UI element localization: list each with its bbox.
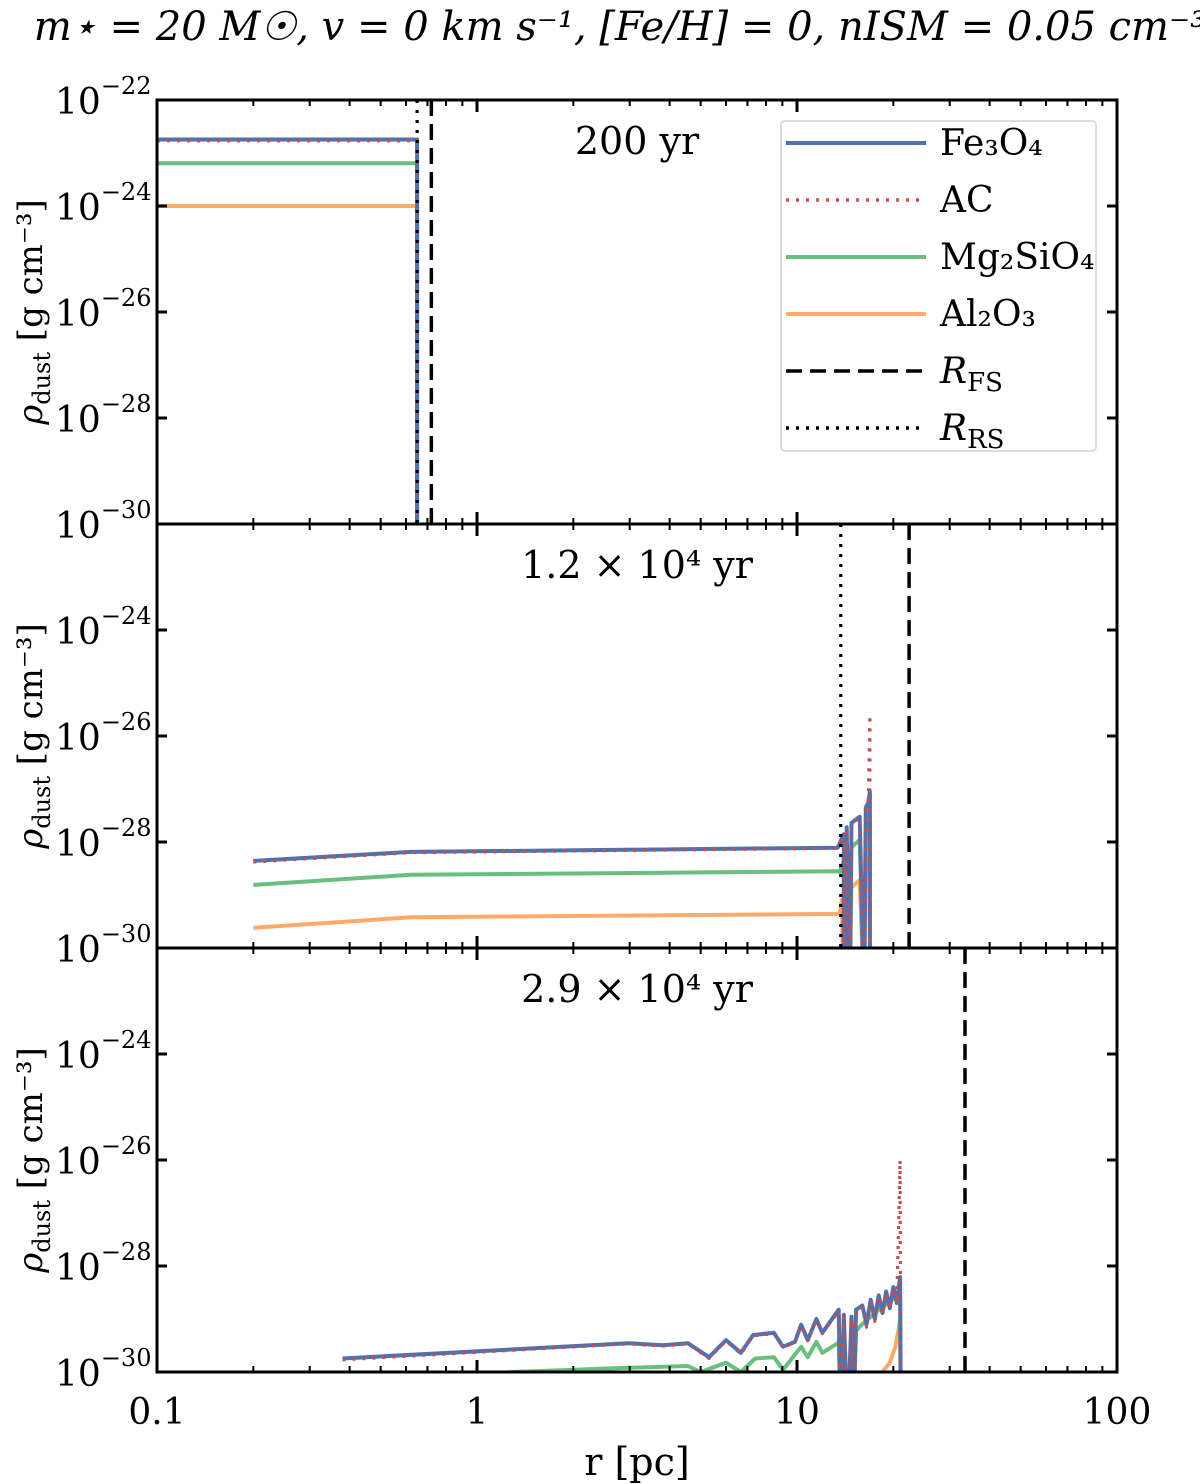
legend-box	[780, 120, 1097, 452]
panel-frame	[155, 946, 1119, 1374]
y-label-unit: [g cm⁻³]	[11, 1047, 51, 1200]
y-tick-label: 10−28	[55, 390, 151, 441]
tick-base: 10	[55, 718, 101, 759]
y-tick-label: 10−30	[55, 496, 151, 547]
tick-base: 10	[55, 930, 101, 971]
tick-base: 10	[55, 612, 101, 653]
legend-label-main: R	[939, 408, 967, 449]
legend-label: RFS	[939, 351, 1003, 398]
legend-label-main: R	[939, 351, 967, 392]
tick-exponent: −28	[101, 390, 152, 418]
legend-label-sub: FS	[967, 368, 1003, 398]
tick-exponent: −24	[101, 602, 152, 630]
tick-base: 10	[55, 188, 101, 229]
tick-base: 10	[55, 1142, 101, 1183]
x-axis-label: r [pc]	[584, 1440, 690, 1484]
legend-label: RRS	[939, 408, 1005, 455]
legend-label: Mg₂SiO₄	[940, 237, 1094, 278]
tick-base: 10	[55, 1036, 101, 1077]
x-tick-label: 1	[466, 1392, 489, 1433]
series-line-AC	[342, 1158, 903, 1372]
tick-exponent: −28	[101, 1238, 152, 1266]
tick-exponent: −26	[101, 708, 152, 736]
y-label-symbol: ρ	[11, 405, 51, 426]
panel-time-label: 200 yr	[575, 119, 700, 163]
y-label-sub: dust	[28, 352, 56, 405]
y-tick-label: 10−22	[55, 72, 151, 123]
series-line-Fe₃O₄	[342, 1275, 903, 1372]
legend-label-sub: RS	[967, 425, 1004, 455]
y-tick-label: 10−30	[55, 1344, 151, 1395]
tick-base: 10	[55, 824, 101, 865]
y-axis-label: ρdust [g cm⁻³]	[11, 623, 56, 850]
tick-exponent: −24	[101, 178, 152, 206]
y-tick-label: 10−26	[55, 284, 151, 335]
tick-base: 10	[55, 1248, 101, 1289]
tick-base: 10	[55, 506, 101, 547]
y-label-sub: dust	[28, 776, 56, 829]
tick-exponent: −30	[101, 496, 152, 524]
x-tick-label: 100	[1083, 1392, 1152, 1433]
legend-label: Al₂O₃	[939, 294, 1036, 335]
y-tick-label: 10−30	[55, 920, 151, 971]
y-label-sub: dust	[28, 1200, 56, 1253]
y-axis-label: ρdust [g cm⁻³]	[11, 1047, 56, 1274]
x-tick-label: 10	[774, 1392, 820, 1433]
y-tick-label: 10−24	[55, 1026, 151, 1077]
tick-exponent: −22	[101, 72, 152, 100]
y-tick-label: 10−28	[55, 1238, 151, 1289]
y-tick-label: 10−24	[55, 602, 151, 653]
y-axis-label: ρdust [g cm⁻³]	[11, 199, 56, 426]
y-tick-label: 10−26	[55, 708, 151, 759]
chart-title: m⋆ = 20 M☉, v = 0 km s⁻¹, [Fe/H] = 0, nI…	[34, 4, 1200, 50]
panel-time-label: 2.9 × 10⁴ yr	[521, 967, 754, 1011]
series-line-Mg₂SiO₄	[157, 161, 420, 524]
tick-base: 10	[55, 82, 101, 123]
y-tick-label: 10−28	[55, 814, 151, 865]
plot-area	[342, 948, 967, 1372]
legend-label: Fe₃O₄	[940, 123, 1043, 164]
y-tick-label: 10−26	[55, 1132, 151, 1183]
y-tick-label: 10−24	[55, 178, 151, 229]
legend-label: AC	[939, 180, 994, 221]
tick-exponent: −26	[101, 1132, 152, 1160]
y-label-unit: [g cm⁻³]	[11, 623, 51, 776]
tick-exponent: −30	[101, 1344, 152, 1372]
tick-exponent: −30	[101, 920, 152, 948]
tick-base: 10	[55, 400, 101, 441]
plot-area	[253, 524, 911, 948]
series-line-Al₂O₃	[157, 204, 420, 524]
x-tick-label: 0.1	[128, 1392, 185, 1433]
tick-base: 10	[55, 1354, 101, 1395]
series-line-Fe₃O₄	[253, 789, 872, 948]
series-line-Al₂O₃	[253, 855, 872, 948]
tick-exponent: −24	[101, 1026, 152, 1054]
panel-time-label: 1.2 × 10⁴ yr	[521, 543, 754, 587]
panel-frame	[155, 522, 1119, 950]
tick-exponent: −26	[101, 284, 152, 312]
tick-base: 10	[55, 294, 101, 335]
tick-exponent: −28	[101, 814, 152, 842]
plot-area	[157, 100, 434, 524]
y-label-symbol: ρ	[11, 829, 51, 850]
y-label-symbol: ρ	[11, 1253, 51, 1274]
series-line-AC	[253, 713, 872, 948]
y-label-unit: [g cm⁻³]	[11, 199, 51, 352]
